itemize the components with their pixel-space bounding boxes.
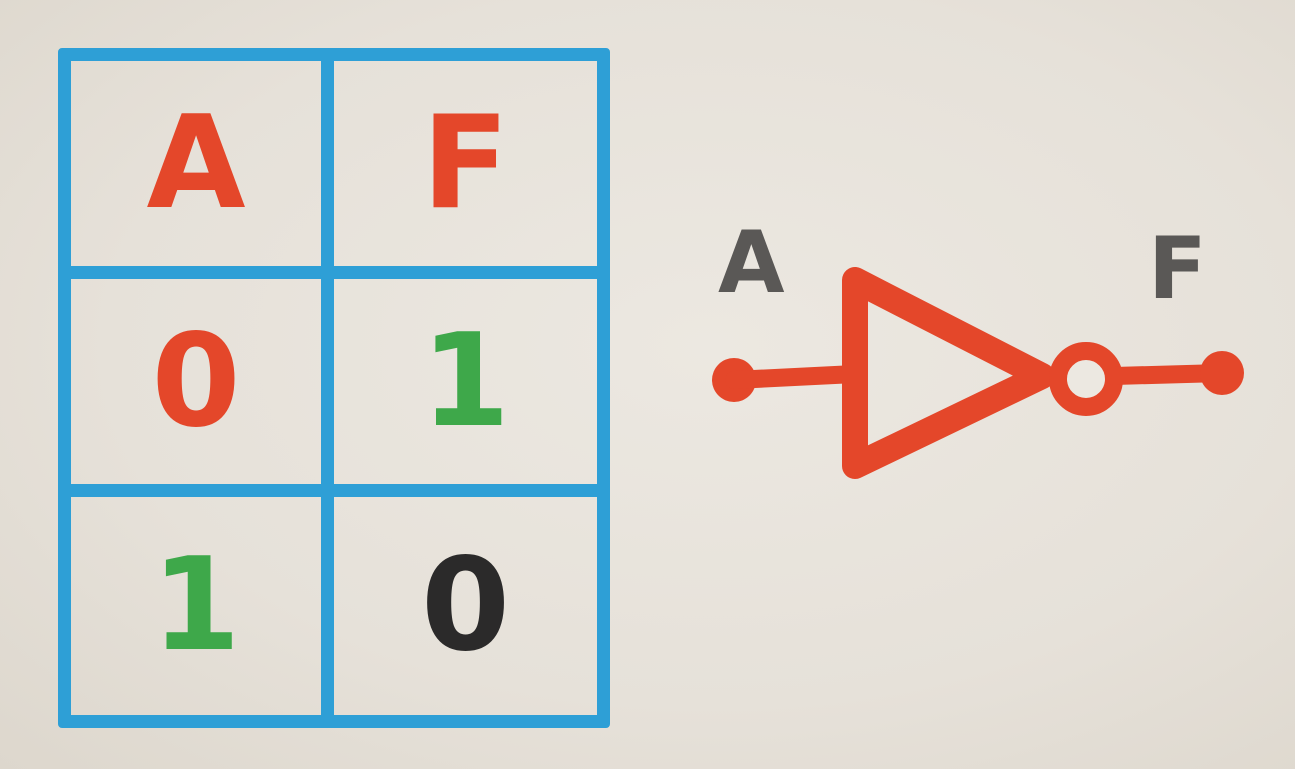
not-gate-svg: A F <box>712 213 1244 479</box>
gate-output-label: F <box>1148 219 1207 319</box>
truth-table: A F 0 1 1 0 <box>58 48 610 728</box>
row1-output-cell: 1 <box>334 279 597 497</box>
header-output-cell: F <box>334 61 597 279</box>
not-gate-diagram: A F <box>690 180 1270 500</box>
output-terminal-dot <box>1200 351 1244 395</box>
input-wire <box>725 365 864 389</box>
header-input-cell: A <box>71 61 334 279</box>
row2-output-cell: 0 <box>420 531 511 680</box>
gate-triangle <box>842 267 1055 479</box>
row2-input-cell: 1 <box>71 497 334 715</box>
row1-input-cell: 0 <box>71 279 334 497</box>
gate-input-label: A <box>718 213 785 313</box>
